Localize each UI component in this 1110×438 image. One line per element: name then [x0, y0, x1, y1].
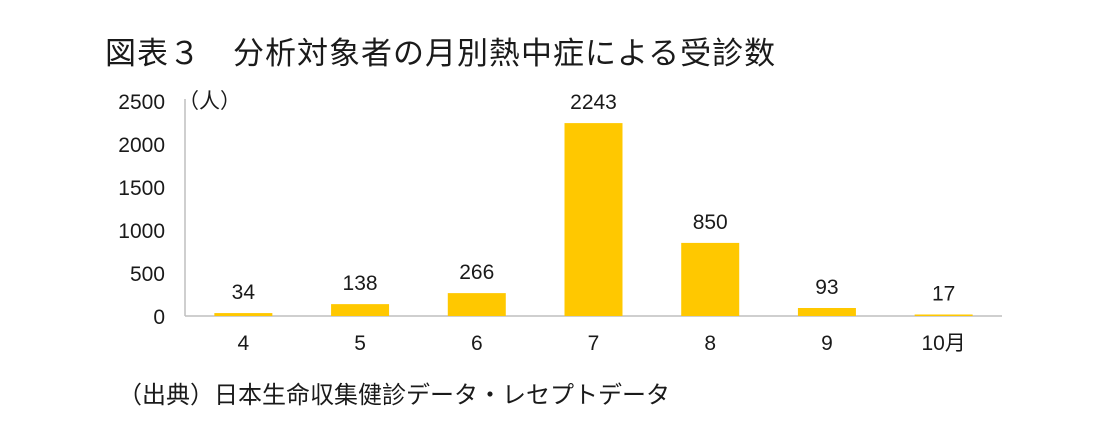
x-tick-label: 10月 [921, 332, 965, 355]
y-tick-label: 500 [130, 263, 165, 286]
x-tick-label: 4 [238, 332, 250, 355]
y-axis: 0 500 1000 1500 2000 2500 [118, 91, 186, 329]
source-note: （出典）日本生命収集健診データ・レセプトデータ [118, 381, 670, 409]
x-axis: 4 5 6 7 8 9 10月 [185, 315, 1002, 355]
y-tick-label: 2000 [118, 134, 165, 157]
y-tick-label: 0 [153, 306, 165, 329]
bar [914, 314, 973, 316]
bar [797, 308, 856, 316]
bar [214, 313, 273, 316]
bar [331, 304, 390, 316]
data-label: 266 [459, 261, 494, 284]
x-tick-label: 6 [471, 332, 483, 355]
bar [447, 293, 506, 316]
x-tick-label: 8 [704, 332, 716, 355]
data-label: 17 [932, 283, 955, 306]
y-axis-unit-label: （人） [178, 89, 241, 113]
data-label: 34 [232, 281, 256, 304]
data-label: 138 [343, 272, 378, 295]
x-tick-label: 5 [354, 332, 366, 355]
data-label: 850 [693, 211, 728, 234]
y-tick-label: 1000 [118, 220, 165, 243]
bar [681, 242, 740, 316]
x-tick-label: 9 [821, 332, 833, 355]
chart-title: 図表３ 分析対象者の月別熱中症による受診数 [105, 36, 777, 72]
bars [214, 123, 973, 317]
bar [564, 123, 623, 317]
data-labels: 34 138 266 2243 850 93 17 [232, 91, 956, 305]
data-label: 93 [815, 276, 838, 299]
x-tick-label: 7 [588, 332, 600, 355]
data-label: 2243 [570, 91, 617, 114]
y-tick-label: 1500 [118, 177, 165, 200]
y-tick-label: 2500 [118, 91, 165, 114]
